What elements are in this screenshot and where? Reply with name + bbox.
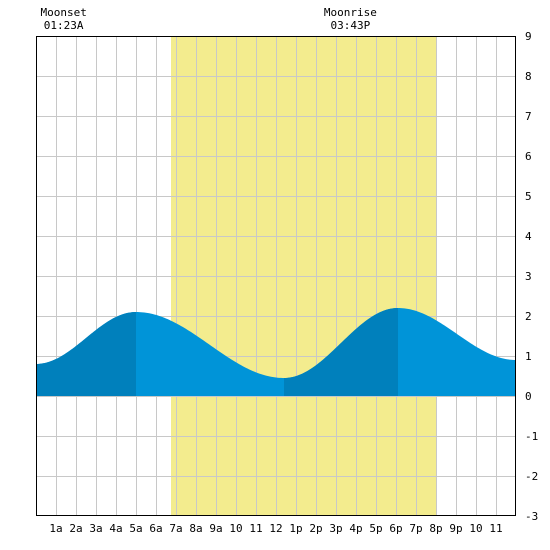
y-tick-label: 2 [525, 310, 532, 323]
x-tick-label: 6a [149, 522, 162, 535]
x-tick-label: 5a [129, 522, 142, 535]
y-tick-label: 4 [525, 230, 532, 243]
y-tick-label: 8 [525, 70, 532, 83]
x-tick-label: 7a [169, 522, 182, 535]
x-tick-label: 4a [109, 522, 122, 535]
x-tick-label: 9p [449, 522, 462, 535]
y-tick-label: -2 [525, 470, 538, 483]
x-tick-label: 8p [429, 522, 442, 535]
y-tick-label: 5 [525, 190, 532, 203]
plot-frame-layer [36, 36, 516, 516]
x-tick-label: 11 [249, 522, 262, 535]
x-tick-label: 12 [269, 522, 282, 535]
y-tick-label: 7 [525, 110, 532, 123]
moon-event-label: Moonset [40, 6, 86, 19]
x-tick-label: 8a [189, 522, 202, 535]
y-tick-label: 3 [525, 270, 532, 283]
plot-frame [36, 36, 516, 516]
x-tick-label: 10 [229, 522, 242, 535]
x-tick-label: 1a [49, 522, 62, 535]
y-tick-label: -1 [525, 430, 538, 443]
y-tick-label: 6 [525, 150, 532, 163]
grid-layer [36, 36, 516, 516]
y-tick-label: 9 [525, 30, 532, 43]
tide-area-rising [36, 312, 136, 396]
x-tick-label: 6p [389, 522, 402, 535]
x-tick-label: 3a [89, 522, 102, 535]
y-tick-label: -3 [525, 510, 538, 523]
x-tick-label: 7p [409, 522, 422, 535]
tide-area-layer [36, 308, 516, 396]
x-tick-label: 3p [329, 522, 342, 535]
labels-layer: 1a 2a 3a 4a 5a 6a 7a 8a 9a 10 11 12 1p 2p 3p 4p 5p 6p 7p 8p… [40, 6, 538, 535]
x-tick-label: 11 [489, 522, 502, 535]
x-tick-label: 5p [369, 522, 382, 535]
x-tick-label: 10 [469, 522, 482, 535]
x-tick-label: 2p [309, 522, 322, 535]
y-tick-label: 0 [525, 390, 532, 403]
y-tick-label: 1 [525, 350, 532, 363]
moon-event-time: 03:43P [330, 19, 370, 32]
x-tick-label: 4p [349, 522, 362, 535]
x-tick-label: 2a [69, 522, 82, 535]
moon-event-time: 01:23A [44, 19, 84, 32]
x-tick-label: 9a [209, 522, 222, 535]
x-tick-label: 1p [289, 522, 302, 535]
moon-event-label: Moonrise [324, 6, 377, 19]
tide-area-rising [284, 308, 398, 396]
